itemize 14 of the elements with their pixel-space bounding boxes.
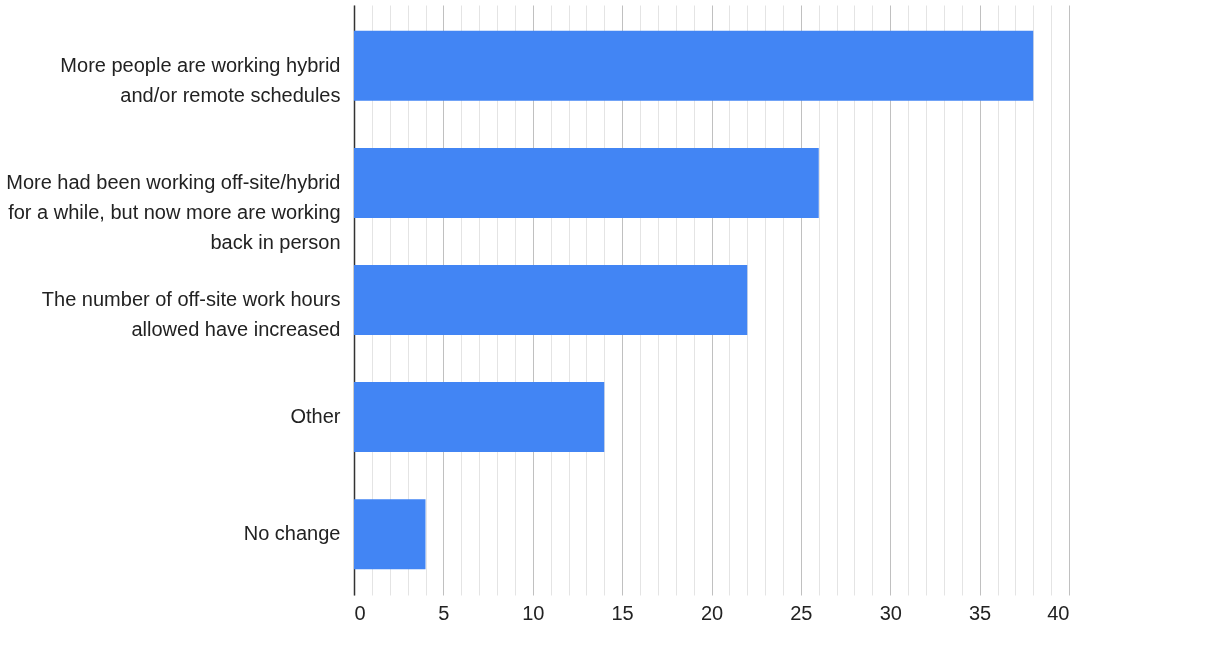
x-tick-label: 25: [790, 601, 813, 624]
y-tick-label: No change: [243, 522, 341, 545]
x-tick-label: 0: [354, 601, 366, 624]
x-tick-label: 15: [611, 601, 634, 624]
y-tick-label: More had been working off-site/hybrid for a while, but now more are working back in person: [6, 170, 341, 253]
x-tick-label: 40: [1047, 601, 1070, 624]
x-tick-label: 35: [969, 601, 992, 624]
x-tick-label: 30: [879, 601, 902, 624]
y-tick-label: The number of off-site work hours allowed have increased: [41, 288, 341, 340]
y-tick-label: Other: [290, 405, 341, 428]
x-tick-label: 5: [438, 601, 450, 624]
y-tick-label: More people are working hybrid and/or remote schedules: [60, 53, 341, 106]
x-tick-label: 20: [700, 601, 724, 624]
x-tick-label: 10: [522, 601, 545, 624]
